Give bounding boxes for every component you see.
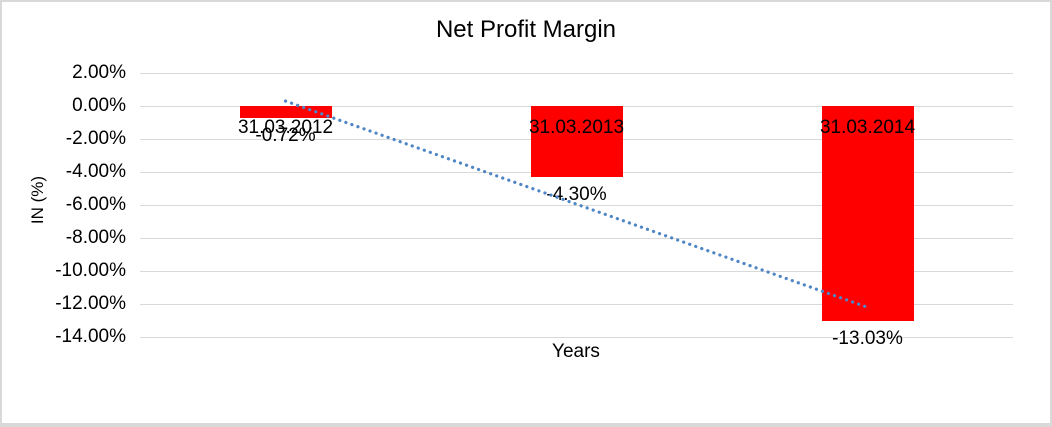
y-tick-label: -4.00%	[65, 161, 126, 182]
y-tick-label: -12.00%	[55, 293, 126, 314]
category-label: 31.03.2012	[237, 117, 334, 138]
y-tick-label: -14.00%	[55, 326, 126, 347]
gridline	[140, 337, 1013, 338]
gridline	[140, 238, 1013, 239]
category-label: 31.03.2014	[819, 117, 916, 138]
y-tick-label: -8.00%	[65, 227, 126, 248]
gridline	[140, 73, 1013, 74]
bar	[530, 106, 623, 177]
trendline	[283, 99, 870, 309]
gridline	[140, 205, 1013, 206]
data-label: -0.72%	[255, 124, 316, 146]
y-tick-label: -10.00%	[55, 260, 126, 281]
gridline	[140, 271, 1013, 272]
y-tick-label: -6.00%	[65, 194, 126, 215]
bar	[821, 106, 914, 321]
y-tick-label: 0.00%	[72, 95, 126, 116]
plot-area: 31.03.2012 -0.72% 31.03.2013 -4.30% 31.03.20…	[140, 73, 1013, 348]
y-tick-label: -2.00%	[65, 128, 126, 149]
chart-title: Net Profit Margin	[435, 16, 617, 43]
x-axis-title: Years	[552, 341, 600, 362]
category-label: 31.03.2013	[528, 117, 625, 138]
gridline	[140, 304, 1013, 305]
bar	[239, 106, 332, 118]
y-tick-label: 2.00%	[72, 62, 126, 83]
data-label: -13.03%	[832, 327, 903, 349]
